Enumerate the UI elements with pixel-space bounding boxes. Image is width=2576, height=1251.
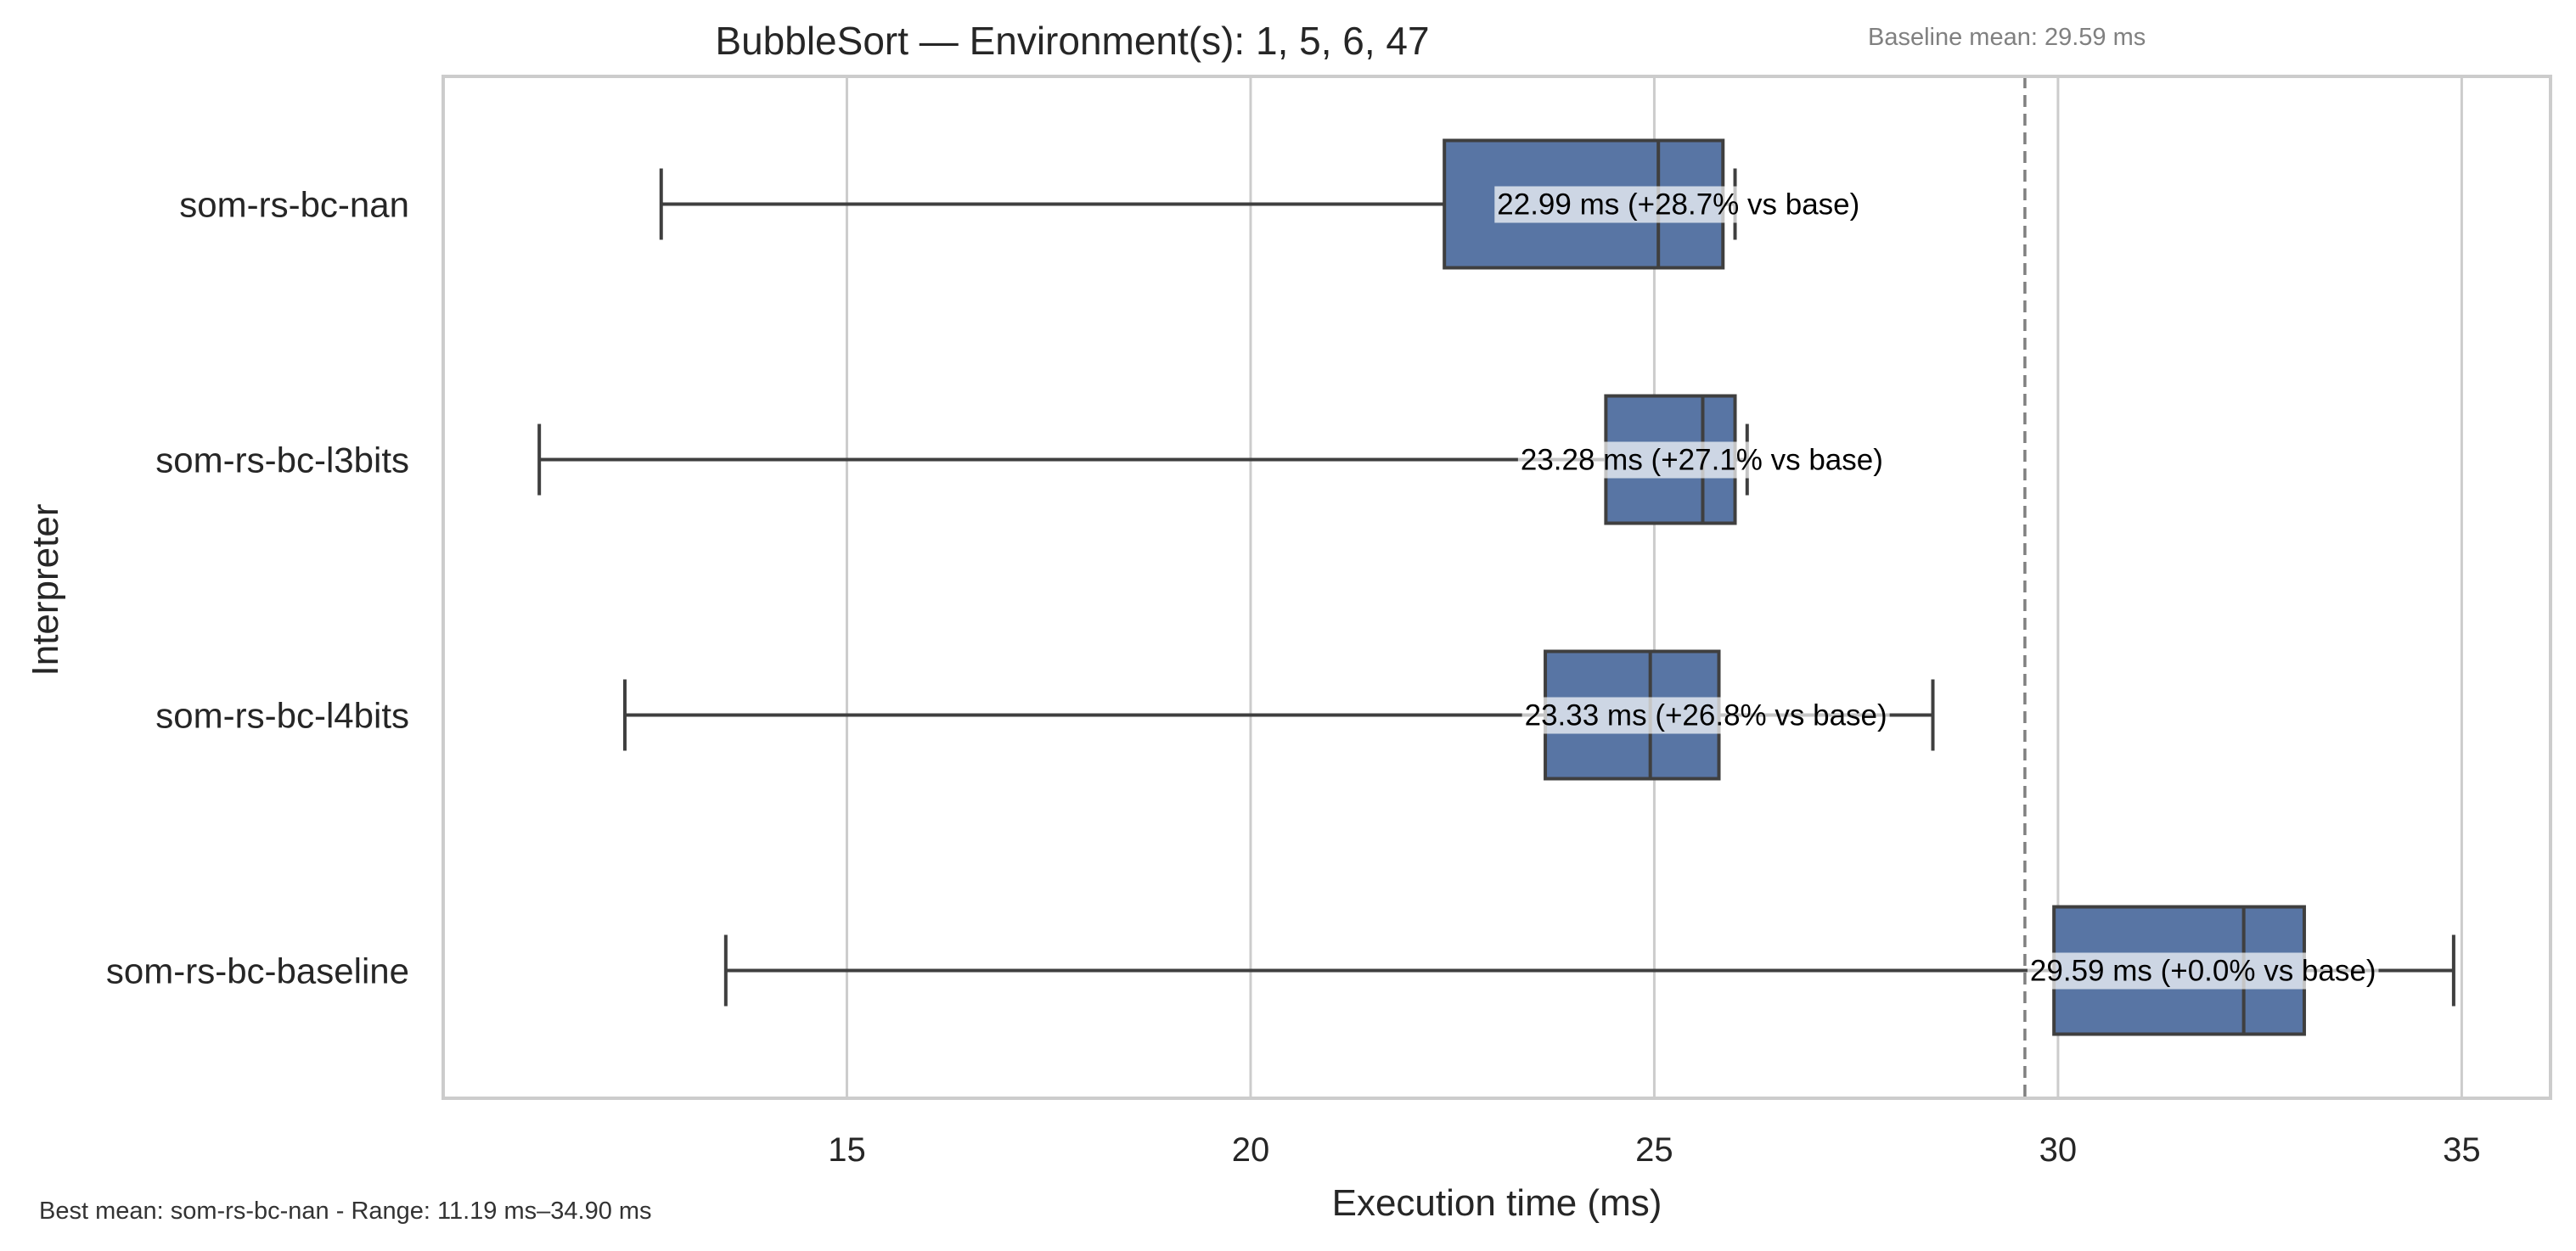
y-tick-label-som-rs-bc-l3bits: som-rs-bc-l3bits — [155, 440, 409, 480]
x-tick-label-25: 25 — [1635, 1131, 1673, 1169]
y-tick-label-som-rs-bc-baseline: som-rs-bc-baseline — [106, 951, 409, 991]
annotation-bg — [1521, 697, 1890, 734]
x-tick-label-35: 35 — [2443, 1131, 2481, 1169]
plot-frame — [442, 75, 2552, 1100]
y-axis-label: Interpreter — [25, 504, 66, 676]
annotation-text: 23.33 ms (+26.8% vs base) — [1525, 699, 1887, 732]
annotation-text: 29.59 ms (+0.0% vs base) — [2030, 955, 2376, 988]
annotation-bg — [1517, 441, 1886, 479]
chart-title: BubbleSort — Environment(s): 1, 5, 6, 47 — [715, 19, 1429, 63]
x-tick-label-20: 20 — [1232, 1131, 1270, 1169]
x-axis-label: Execution time (ms) — [1332, 1182, 1662, 1224]
mean-annotation-som-rs-bc-baseline: 29.59 ms (+0.0% vs base) — [2027, 952, 2379, 990]
footnote: Best mean: som-rs-bc-nan - Range: 11.19 … — [39, 1198, 652, 1225]
annotation-bg — [2027, 952, 2379, 990]
baseline-mean-label: Baseline mean: 29.59 ms — [1868, 24, 2146, 51]
annotations: 22.99 ms (+28.7% vs base) 23.28 ms (+27.1… — [1494, 186, 2379, 990]
mean-annotation-som-rs-bc-nan: 22.99 ms (+28.7% vs base) — [1494, 186, 1863, 223]
annotation-text: 23.28 ms (+27.1% vs base) — [1521, 444, 1883, 477]
x-tick-label-30: 30 — [2039, 1131, 2078, 1169]
mean-annotation-som-rs-bc-l4bits: 23.33 ms (+26.8% vs base) — [1521, 697, 1890, 734]
x-tick-label-15: 15 — [828, 1131, 866, 1169]
annotation-text: 22.99 ms (+28.7% vs base) — [1497, 188, 1859, 222]
y-tick-label-som-rs-bc-nan: som-rs-bc-nan — [179, 185, 409, 225]
annotation-bg — [1494, 186, 1863, 223]
x-tick-labels: 15 20 25 30 35 — [828, 1131, 2480, 1169]
mean-annotation-som-rs-bc-l3bits: 23.28 ms (+27.1% vs base) — [1517, 441, 1886, 479]
y-tick-label-som-rs-bc-l4bits: som-rs-bc-l4bits — [155, 696, 409, 736]
y-category-labels: som-rs-bc-nan som-rs-bc-l3bits som-rs-bc-l… — [106, 185, 409, 991]
